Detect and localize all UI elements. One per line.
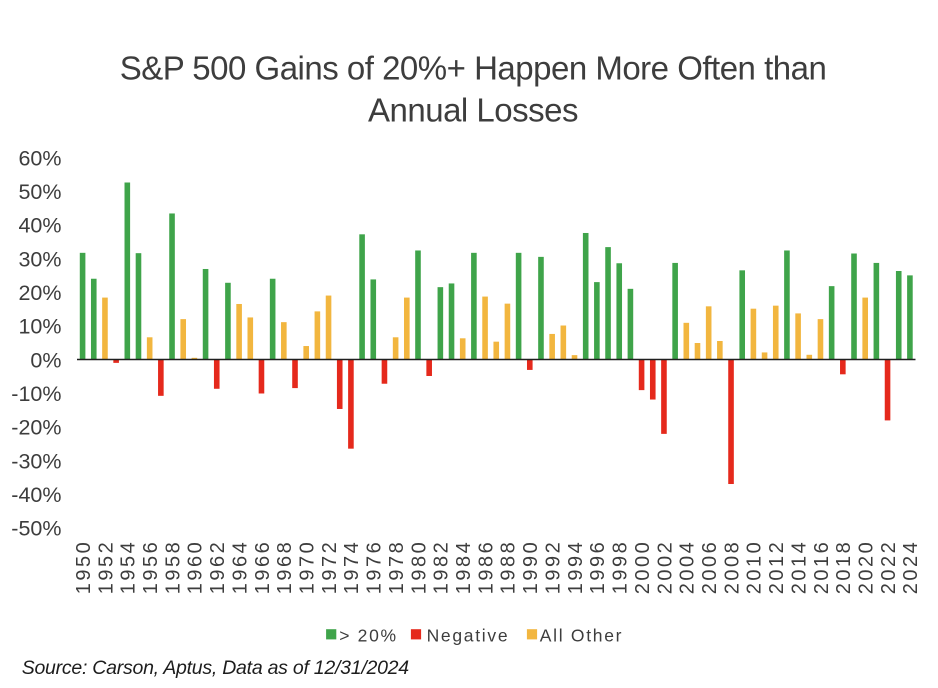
- svg-text:1984: 1984: [453, 540, 475, 595]
- svg-text:Source: Carson, Aptus, Data as: Source: Carson, Aptus, Data as of 12/31/…: [22, 657, 410, 679]
- svg-text:1976: 1976: [364, 540, 386, 595]
- svg-text:2008: 2008: [721, 540, 743, 595]
- svg-text:0%: 0%: [30, 348, 61, 372]
- svg-text:2004: 2004: [677, 540, 699, 595]
- svg-text:1966: 1966: [252, 540, 274, 595]
- svg-text:2016: 2016: [811, 540, 833, 595]
- svg-text:Annual Losses: Annual Losses: [368, 92, 578, 129]
- svg-text:2010: 2010: [744, 540, 766, 595]
- svg-text:-30%: -30%: [11, 449, 61, 473]
- svg-text:-50%: -50%: [11, 517, 61, 541]
- svg-text:60%: 60%: [18, 146, 61, 170]
- svg-text:1978: 1978: [386, 540, 408, 595]
- svg-text:Negative: Negative: [427, 626, 510, 646]
- svg-text:40%: 40%: [18, 214, 61, 238]
- svg-text:2020: 2020: [855, 540, 877, 595]
- svg-text:2000: 2000: [632, 540, 654, 595]
- svg-text:1968: 1968: [274, 540, 296, 595]
- svg-text:1992: 1992: [542, 540, 564, 595]
- svg-text:1980: 1980: [408, 540, 430, 595]
- svg-text:1988: 1988: [498, 540, 520, 595]
- svg-text:1958: 1958: [162, 540, 184, 595]
- svg-text:1952: 1952: [95, 540, 117, 595]
- svg-text:50%: 50%: [18, 180, 61, 204]
- svg-text:1982: 1982: [431, 540, 453, 595]
- svg-text:1956: 1956: [140, 540, 162, 595]
- svg-text:30%: 30%: [18, 247, 61, 271]
- svg-text:1970: 1970: [296, 540, 318, 595]
- svg-text:10%: 10%: [18, 315, 61, 339]
- svg-text:1994: 1994: [565, 540, 587, 595]
- svg-text:S&P 500 Gains of 20%+ Happen M: S&P 500 Gains of 20%+ Happen More Often …: [120, 49, 827, 86]
- svg-text:1990: 1990: [520, 540, 542, 595]
- svg-text:> 20%: > 20%: [339, 626, 398, 646]
- svg-text:All Other: All Other: [540, 626, 623, 646]
- svg-text:2022: 2022: [878, 540, 900, 595]
- svg-text:2002: 2002: [654, 540, 676, 595]
- svg-text:1950: 1950: [73, 540, 95, 595]
- svg-text:1964: 1964: [229, 540, 251, 595]
- svg-text:2014: 2014: [788, 540, 810, 595]
- svg-text:2018: 2018: [833, 540, 855, 595]
- svg-text:1962: 1962: [207, 540, 229, 595]
- svg-text:2024: 2024: [900, 540, 922, 595]
- svg-text:1974: 1974: [341, 540, 363, 595]
- svg-text:1996: 1996: [587, 540, 609, 595]
- svg-text:1998: 1998: [610, 540, 632, 595]
- svg-text:1972: 1972: [319, 540, 341, 595]
- svg-text:1986: 1986: [475, 540, 497, 595]
- svg-text:1954: 1954: [118, 540, 140, 595]
- svg-text:2012: 2012: [766, 540, 788, 595]
- svg-text:-10%: -10%: [11, 382, 61, 406]
- svg-text:20%: 20%: [18, 281, 61, 305]
- svg-text:-40%: -40%: [11, 483, 61, 507]
- svg-text:-20%: -20%: [11, 416, 61, 440]
- svg-text:1960: 1960: [185, 540, 207, 595]
- svg-text:2006: 2006: [699, 540, 721, 595]
